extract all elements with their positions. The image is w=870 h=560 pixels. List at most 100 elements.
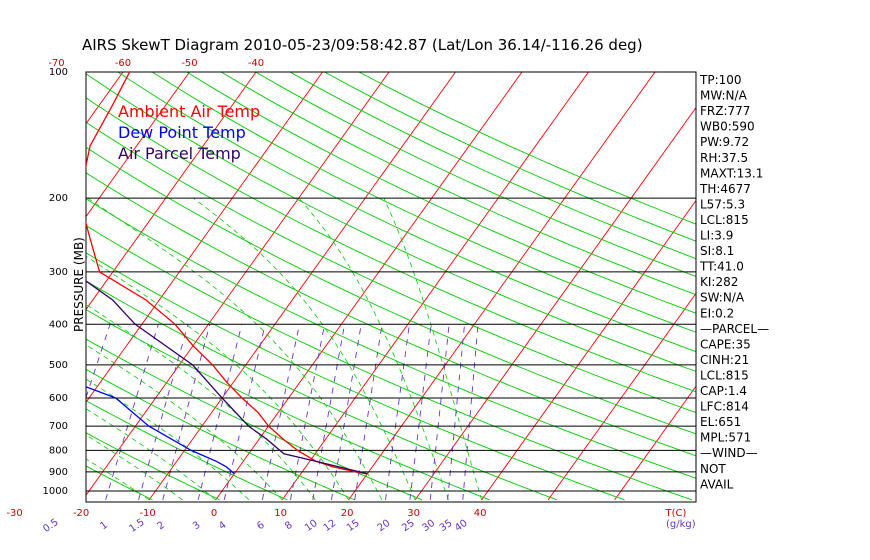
mixing-ratio-label: 20 (376, 518, 393, 534)
dry-adiabat-line (289, 72, 696, 260)
index-entry: EI:0.2 (700, 306, 734, 320)
mixing-ratio-line (223, 324, 266, 500)
isotherm-line (614, 385, 696, 501)
dry-adiabat-line (86, 432, 221, 501)
mixing-ratio-lines (0, 324, 479, 501)
index-entry: RH:37.5 (700, 151, 748, 165)
mixing-ratio-label: 40 (453, 518, 470, 534)
pressure-tick-label: 900 (49, 467, 68, 478)
index-entry: LI:3.9 (700, 229, 733, 243)
mixing-ratio-line (447, 324, 465, 500)
index-entry: FRZ:777 (700, 104, 750, 118)
mixing-ratio-line (330, 324, 362, 500)
index-entry: CAPE:35 (700, 337, 751, 351)
legend-entry: Ambient Air Temp (118, 102, 260, 121)
index-entry: —PARCEL— (700, 322, 769, 336)
index-entry: SW:N/A (700, 291, 745, 305)
dry-adiabat-line (220, 72, 696, 296)
index-entry: PW:9.72 (700, 135, 749, 149)
bottom-temp-tick: 30 (407, 508, 420, 519)
isotherm-line (281, 72, 589, 501)
isotherm-line (547, 292, 696, 501)
mixing-ratio-label: 0.5 (41, 517, 60, 535)
bottom-temp-tick: 20 (341, 508, 354, 519)
isotherm-line (148, 72, 456, 501)
mixing-ratio-line (289, 324, 326, 500)
mixing-ratio-line (0, 324, 51, 500)
top-temp-tick: -40 (248, 58, 264, 69)
dry-adiabat-lines (0, 72, 696, 501)
dry-adiabat-line (86, 121, 696, 414)
isotherm-line (86, 72, 190, 218)
bottom-temp-tick: 0 (211, 508, 217, 519)
dry-adiabat-line (86, 465, 153, 501)
moist-adiabat-line (86, 344, 283, 501)
pressure-tick-label: 1000 (43, 486, 68, 497)
bottom-temp-tick: -10 (139, 508, 155, 519)
index-entry: MAXT:13.1 (700, 166, 763, 180)
dry-adiabat-line (86, 97, 696, 393)
mixing-ratio-line (0, 324, 10, 500)
index-entry: TT:41.0 (699, 260, 744, 274)
mixing-ratio-label: 10 (303, 518, 320, 534)
mixing-ratio-line (385, 324, 410, 500)
dry-adiabat-line (86, 225, 693, 501)
pressure-tick-label: 500 (49, 360, 68, 371)
index-entry: LCL:815 (700, 213, 749, 227)
index-entry: TH:4677 (699, 182, 751, 196)
pressure-tick-label: 200 (49, 193, 68, 204)
isotherm-line (481, 199, 696, 501)
moist-adiabat-line (86, 255, 349, 501)
dry-adiabat-line (86, 280, 558, 501)
mixing-ratio-line (409, 324, 432, 500)
dry-adiabat-line (86, 198, 696, 479)
legend: Ambient Air Temp Dew Point Temp Air Parcel… (118, 102, 260, 163)
mixing-ratio-label: 1.5 (127, 517, 146, 535)
index-entry: CAP:1.4 (700, 384, 747, 398)
isotherm-line (414, 106, 696, 501)
mixing-ratio-line (162, 324, 211, 500)
index-entry: AVAIL (700, 477, 734, 491)
top-temperature-axis: -120-110-100-90-80-70-60-50-40 (48, 58, 264, 69)
y-axis-label: PRESSURE (MB) (72, 237, 86, 332)
isotherm-line (215, 72, 523, 501)
dry-adiabat-line (0, 72, 18, 500)
moist-adiabat-line (86, 458, 150, 501)
dry-adiabat-line (86, 368, 355, 501)
mixing-ratio-label: 3 (191, 520, 203, 533)
index-entry: MPL:571 (700, 431, 751, 445)
index-entry: SI:8.1 (700, 244, 734, 258)
dry-adiabat-line (86, 146, 696, 435)
mixing-ratio-label: 4 (217, 520, 229, 533)
mixing-ratio-label: 1 (98, 520, 110, 533)
dry-adiabat-line (117, 72, 696, 353)
dry-adiabat-line (86, 73, 696, 372)
pressure-tick-label: 300 (49, 267, 68, 278)
bottom-temp-tick: 10 (274, 508, 287, 519)
mixing-ratio-label: 2 (156, 520, 168, 533)
index-entry: KI:282 (700, 275, 738, 289)
mixing-ratio-label: 15 (345, 518, 362, 534)
moist-adiabat-line (86, 434, 183, 501)
mixing-ratio-line (261, 324, 300, 500)
mixing-ratio-line (429, 324, 450, 500)
dry-adiabat-line (255, 72, 696, 278)
mixing-ratio-line (354, 324, 383, 500)
pressure-tick-label: 400 (49, 319, 68, 330)
air-parcel-temp-line (86, 280, 368, 475)
isotherm-line (86, 72, 390, 496)
dry-adiabat-line (151, 72, 696, 333)
isotherm-lines (0, 72, 696, 501)
index-entry: —WIND— (700, 446, 758, 460)
mixing-ratio-line (312, 324, 346, 500)
index-entry: MW:N/A (700, 89, 748, 103)
index-entry: LFC:814 (700, 400, 749, 414)
isotherm-line (0, 72, 57, 500)
pressure-tick-label: 800 (49, 445, 68, 456)
moist-adiabat-line (192, 197, 416, 501)
isobar-lines (85, 71, 697, 503)
pressure-tick-label: 100 (49, 67, 68, 78)
index-entry: LCL:815 (700, 368, 749, 382)
dry-adiabat-line (86, 252, 625, 501)
